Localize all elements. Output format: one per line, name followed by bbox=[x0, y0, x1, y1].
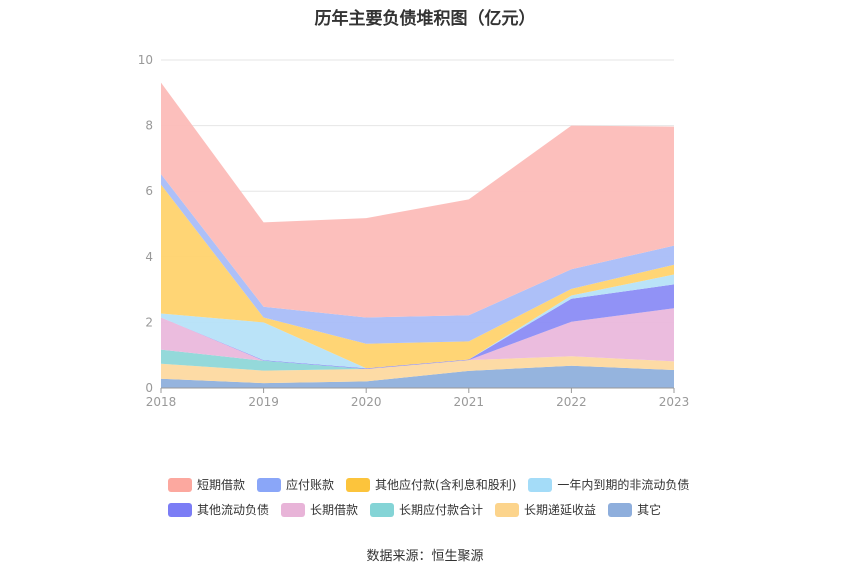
legend-swatch bbox=[370, 502, 395, 517]
legend-item[interactable]: 应付账款 bbox=[257, 476, 334, 493]
legend-row-1: 短期借款 应付账款 其他应付款(含利息和股利) 一年内到期的非流动负债 bbox=[168, 472, 708, 497]
y-tick-label: 10 bbox=[138, 53, 153, 67]
legend-swatch bbox=[168, 502, 192, 517]
legend-swatch bbox=[495, 502, 520, 517]
area-series-4[interactable] bbox=[161, 308, 674, 369]
legend-label: 一年内到期的非流动负债 bbox=[557, 478, 690, 492]
area-series-2[interactable] bbox=[161, 356, 674, 384]
y-tick-label: 4 bbox=[145, 250, 153, 264]
legend-item[interactable]: 长期递延收益 bbox=[495, 501, 596, 518]
x-tick-label: 2022 bbox=[556, 395, 587, 409]
area-series-5[interactable] bbox=[161, 284, 674, 369]
legend-item[interactable]: 其他应付款(含利息和股利) bbox=[346, 476, 516, 493]
legend-label: 短期借款 bbox=[197, 478, 246, 492]
area-series-group bbox=[161, 82, 674, 388]
area-series-6[interactable] bbox=[161, 274, 674, 369]
area-series-8[interactable] bbox=[161, 174, 674, 344]
y-tick-label: 6 bbox=[145, 184, 153, 198]
y-tick-label: 8 bbox=[145, 119, 153, 133]
legend-swatch bbox=[608, 502, 633, 517]
legend-item[interactable]: 其他流动负债 bbox=[168, 501, 269, 518]
y-tick-label: 0 bbox=[145, 381, 153, 395]
y-tick-label: 2 bbox=[145, 315, 153, 329]
legend-swatch bbox=[281, 502, 306, 517]
legend-swatch bbox=[346, 477, 371, 492]
legend-label: 其他流动负债 bbox=[197, 503, 270, 517]
legend-label: 应付账款 bbox=[286, 478, 335, 492]
legend-label: 其他应付款(含利息和股利) bbox=[375, 478, 517, 492]
legend-item[interactable]: 长期借款 bbox=[281, 501, 358, 518]
legend-item[interactable]: 其它 bbox=[608, 501, 661, 518]
legend-label: 其它 bbox=[637, 503, 662, 517]
legend-row-2: 其他流动负债 长期借款 长期应付款合计 长期递延收益 其它 bbox=[168, 497, 708, 522]
data-source-label: 数据来源：恒生聚源 bbox=[366, 549, 484, 564]
chart-title: 历年主要负债堆积图（亿元） bbox=[314, 9, 536, 29]
area-series-3[interactable] bbox=[161, 349, 674, 371]
x-tick-label: 2020 bbox=[351, 395, 382, 409]
legend-swatch bbox=[528, 477, 553, 492]
legend-label: 长期应付款合计 bbox=[399, 503, 484, 517]
legend: 短期借款 应付账款 其他应付款(含利息和股利) 一年内到期的非流动负债 其他流动负债 长… bbox=[168, 472, 708, 522]
legend-item[interactable]: 短期借款 bbox=[168, 476, 245, 493]
area-series-9[interactable] bbox=[161, 82, 674, 318]
axes: 0 2 4 6 8 10 2018 2019 2020 2021 2022 2023 bbox=[138, 53, 690, 409]
x-tick-label: 2021 bbox=[454, 395, 485, 409]
x-tick-label: 2018 bbox=[146, 395, 177, 409]
legend-item[interactable]: 长期应付款合计 bbox=[370, 501, 483, 518]
area-series-1[interactable] bbox=[161, 365, 674, 388]
legend-swatch bbox=[168, 477, 192, 492]
legend-swatch bbox=[257, 477, 282, 492]
x-tick-label: 2019 bbox=[248, 395, 279, 409]
legend-label: 长期借款 bbox=[310, 503, 359, 517]
x-tick-label: 2023 bbox=[659, 395, 690, 409]
legend-item[interactable]: 一年内到期的非流动负债 bbox=[528, 476, 689, 493]
legend-label: 长期递延收益 bbox=[524, 503, 597, 517]
